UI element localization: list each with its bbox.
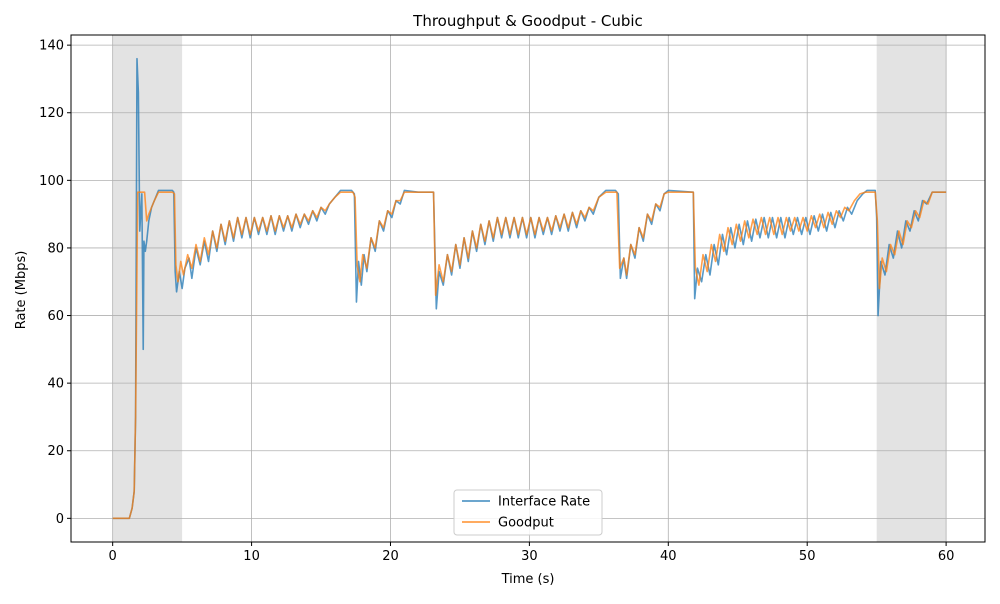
x-tick-label-4: 40	[660, 549, 677, 564]
x-axis-label: Time (s)	[501, 572, 555, 587]
shaded-regions	[112, 35, 947, 542]
y-tick-label-1: 20	[47, 444, 64, 459]
shaded-region-1	[876, 35, 947, 542]
y-axis-label: Rate (Mbps)	[14, 251, 29, 330]
y-tick-label-0: 0	[56, 512, 64, 527]
legend-label-0: Interface Rate	[498, 495, 590, 510]
x-tick-label-3: 30	[521, 549, 538, 564]
y-tick-label-3: 60	[47, 309, 64, 324]
x-tick-label-6: 60	[938, 549, 955, 564]
x-tick-label-0: 0	[109, 549, 117, 564]
axis-ticks: 0 10 20 30 40 50 60 0 20 40 60 80 100 120 140	[39, 39, 954, 564]
y-tick-label-7: 140	[39, 39, 64, 54]
y-tick-label-6: 120	[39, 106, 64, 121]
legend: Interface Rate Goodput	[453, 489, 603, 536]
legend-label-1: Goodput	[498, 516, 554, 531]
plot-frame	[70, 34, 986, 543]
x-tick-label-2: 20	[382, 549, 399, 564]
chart-title: Throughput & Goodput - Cubic	[412, 12, 643, 30]
x-tick-label-5: 50	[799, 549, 816, 564]
series-lines	[112, 57, 947, 520]
y-tick-label-5: 100	[39, 174, 64, 189]
legend-box	[453, 489, 603, 536]
x-tick-label-1: 10	[243, 549, 260, 564]
y-tick-label-4: 80	[47, 241, 64, 256]
series-line-goodput	[112, 191, 947, 520]
y-tick-label-2: 40	[47, 377, 64, 392]
shaded-region-0	[112, 35, 183, 542]
